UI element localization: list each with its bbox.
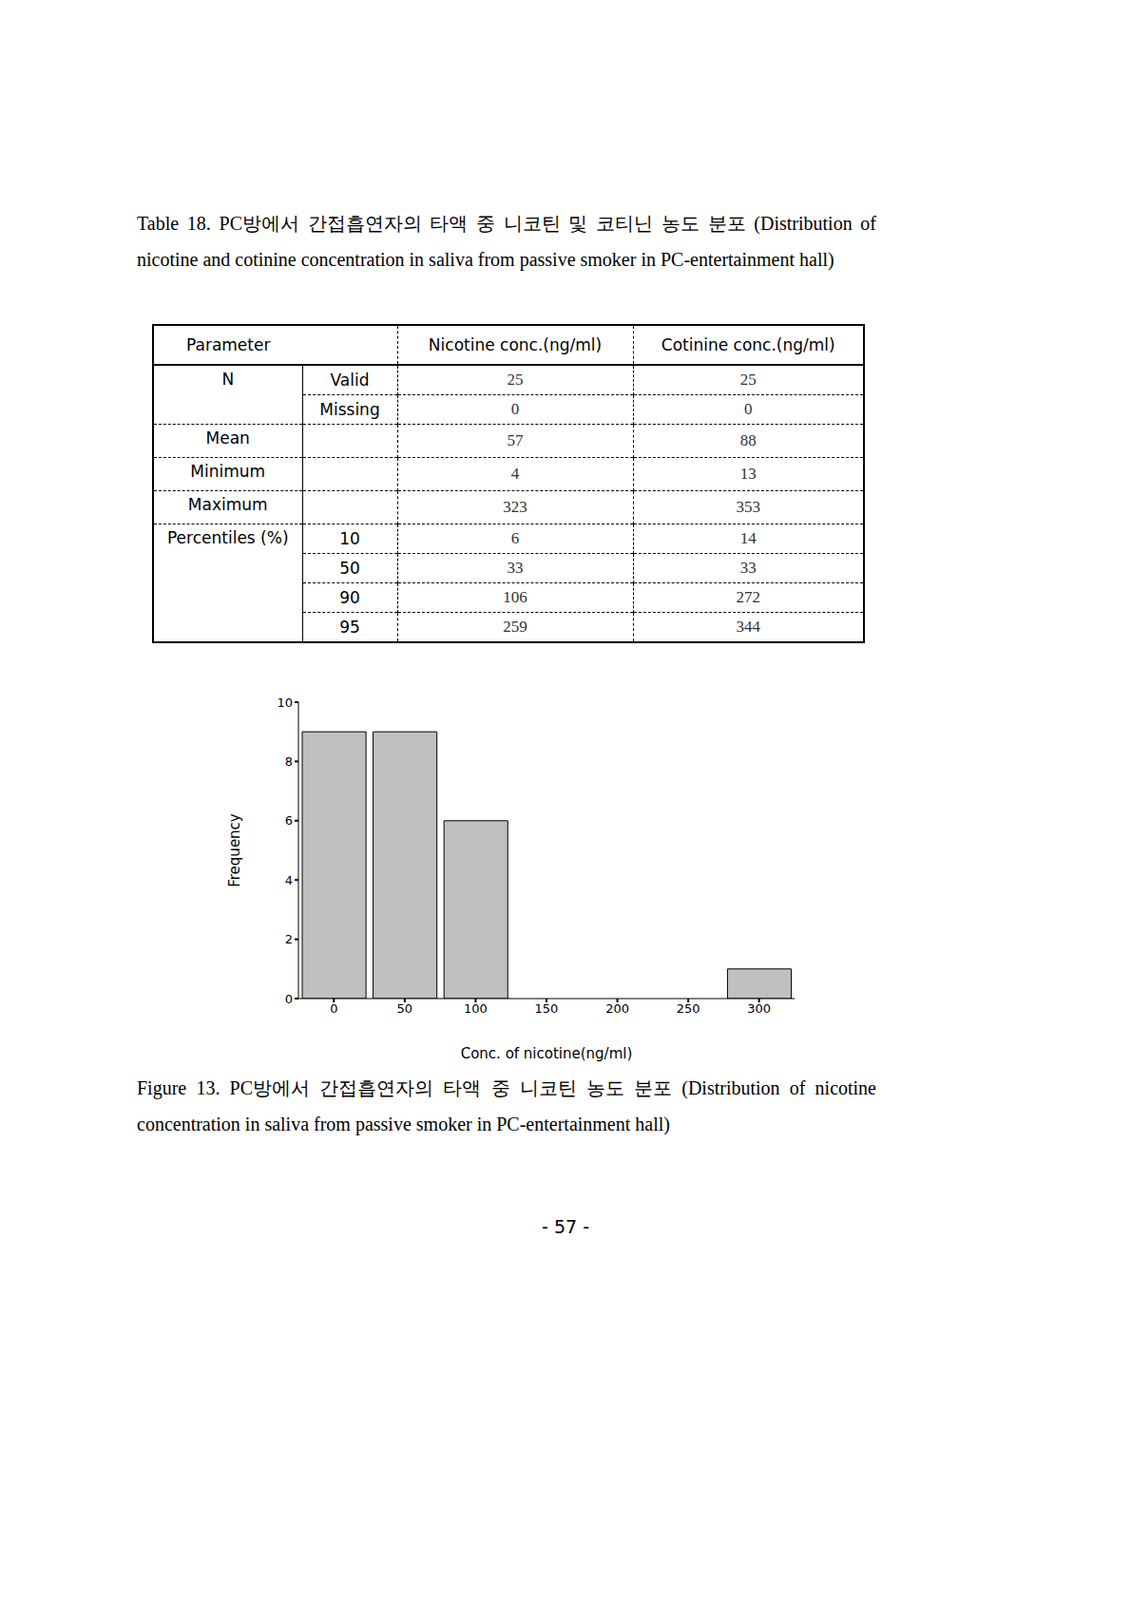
html-text:25: 25 <box>740 370 757 389</box>
html-text:25: 25 <box>507 370 524 389</box>
html-text:4: 4 <box>511 464 520 483</box>
html-text:Minimum: Minimum <box>190 461 266 481</box>
svg-text:8: 8 <box>285 754 293 769</box>
html-text:- 57 -: - 57 - <box>541 1216 590 1238</box>
svg-text:10: 10 <box>276 695 293 710</box>
html-text:Figure 13. PC방에서 간접흡연자의 타액 중 니: Figure 13. PC방에서 간접흡연자의 타액 중 니코틴 농도 분포 (… <box>136 1077 877 1135</box>
html-text:57: 57 <box>507 431 524 450</box>
html-text:259: 259 <box>503 617 528 636</box>
html-text:N: N <box>221 369 234 389</box>
html-text:Nicotine conc.(ng/ml): Nicotine conc.(ng/ml) <box>428 335 602 355</box>
html-text:13: 13 <box>740 464 757 483</box>
svg-text:100: 100 <box>463 1001 488 1016</box>
html-text:Valid: Valid <box>330 370 370 390</box>
html-text:90: 90 <box>339 588 361 608</box>
svg-text:2: 2 <box>285 932 293 947</box>
html-text:323: 323 <box>503 498 528 517</box>
html-text:Table 18. PC방에서 간접흡연자의 타액 중 니코: Table 18. PC방에서 간접흡연자의 타액 중 니코틴 및 코티닌 농도… <box>136 212 877 270</box>
svg-text:Conc. of nicotine(ng/ml): Conc. of nicotine(ng/ml) <box>460 1045 633 1063</box>
html-text:50: 50 <box>339 558 361 578</box>
svg-text:Frequency: Frequency <box>226 813 244 888</box>
svg-text:50: 50 <box>397 1001 414 1016</box>
html-text:Parameter: Parameter <box>186 335 271 355</box>
html-text:Cotinine conc.(ng/ml): Cotinine conc.(ng/ml) <box>661 335 836 355</box>
html-text:6: 6 <box>511 529 520 548</box>
html-text:0: 0 <box>511 400 520 419</box>
html-text:33: 33 <box>740 558 757 577</box>
svg-text:250: 250 <box>676 1001 701 1016</box>
svg-text:0: 0 <box>329 1001 338 1016</box>
svg-text:0: 0 <box>285 992 293 1007</box>
svg-text:6: 6 <box>285 813 293 828</box>
html-text:Mean: Mean <box>205 428 250 448</box>
html-text:Missing: Missing <box>319 400 380 420</box>
html-text:33: 33 <box>507 558 524 577</box>
html-text:95: 95 <box>339 617 361 637</box>
html-text:0: 0 <box>744 400 753 419</box>
svg-text:300: 300 <box>747 1001 771 1016</box>
html-text:272: 272 <box>736 588 761 607</box>
svg-text:150: 150 <box>535 1001 559 1016</box>
svg-text:200: 200 <box>605 1001 630 1016</box>
html-text:353: 353 <box>736 498 761 517</box>
html-text:14: 14 <box>740 529 757 548</box>
html-text:88: 88 <box>740 431 757 450</box>
html-text:10: 10 <box>339 529 361 549</box>
html-text:Maximum: Maximum <box>188 495 268 515</box>
html-text:344: 344 <box>736 617 761 636</box>
html-text:Percentiles (%): Percentiles (%) <box>167 528 289 548</box>
html-text:106: 106 <box>503 588 528 607</box>
svg-text:4: 4 <box>285 873 293 888</box>
